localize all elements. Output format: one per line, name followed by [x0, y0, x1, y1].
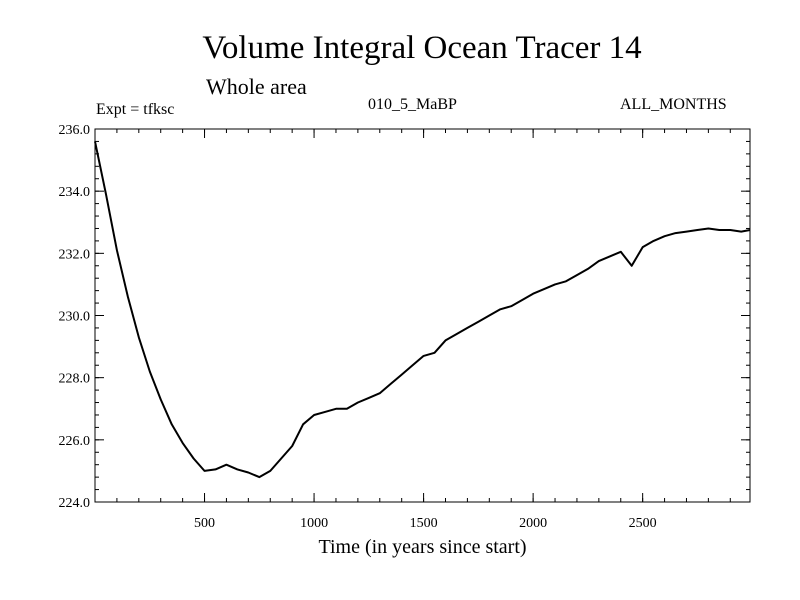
y-tick-label: 226.0	[59, 434, 91, 449]
y-tick-label: 228.0	[59, 372, 91, 387]
y-tick-label: 236.0	[59, 123, 91, 138]
x-tick-label: 2000	[519, 516, 547, 531]
x-tick-label: 1500	[410, 516, 438, 531]
y-tick-label: 224.0	[59, 496, 91, 511]
x-axis-label: Time (in years since start)	[318, 536, 527, 558]
y-tick-label: 232.0	[59, 247, 91, 262]
y-tick-label: 230.0	[59, 310, 91, 325]
chart-subtitle: Whole area	[206, 74, 307, 99]
y-tick-label: 234.0	[59, 185, 91, 200]
period-label: 010_5_MaBP	[368, 96, 457, 113]
chart-title: Volume Integral Ocean Tracer 14	[202, 30, 642, 66]
x-tick-label: 2500	[629, 516, 657, 531]
experiment-label: Expt = tfksc	[96, 101, 175, 118]
plot-frame	[94, 128, 751, 503]
series-line	[94, 141, 751, 479]
x-tick-label: 1000	[300, 516, 328, 531]
months-label: ALL_MONTHS	[620, 96, 727, 113]
x-tick-label: 500	[194, 516, 215, 531]
